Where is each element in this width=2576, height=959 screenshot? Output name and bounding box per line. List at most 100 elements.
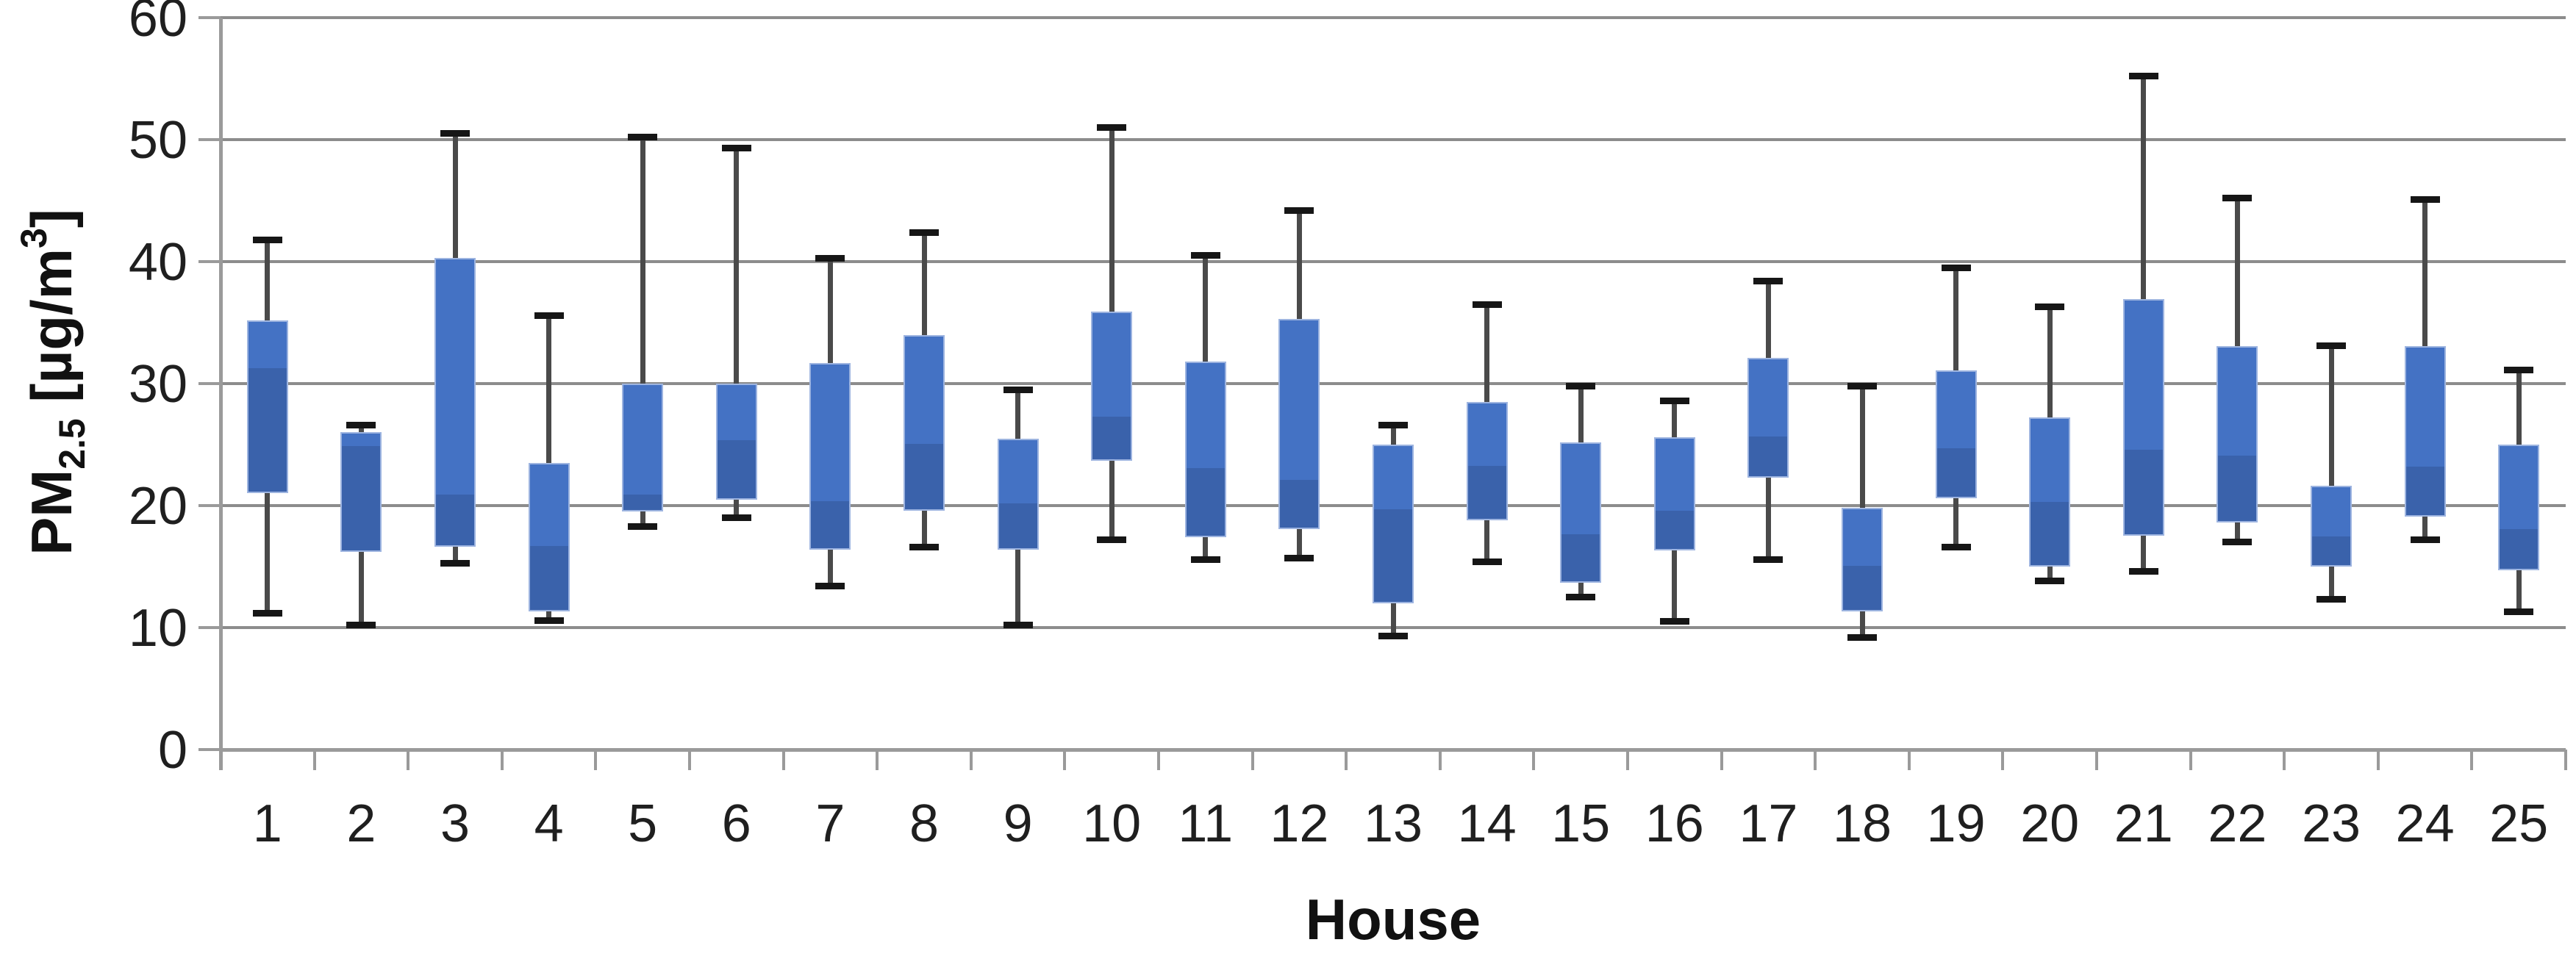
box-iqr-lower-house-1 <box>248 367 287 492</box>
x-axis-tick-label: 13 <box>1363 794 1423 853</box>
box-plot-house-8 <box>904 334 945 511</box>
whisker-cap-bottom-house-14 <box>1472 558 1502 565</box>
x-axis-tick <box>969 750 973 770</box>
whisker-cap-bottom-house-2 <box>346 622 376 629</box>
box-iqr-lower-house-14 <box>1467 465 1506 519</box>
x-axis-tick <box>1345 750 1348 770</box>
box-iqr-lower-house-15 <box>1561 534 1600 581</box>
box-iqr-upper-house-16 <box>1655 439 1694 511</box>
box-plot-house-3 <box>434 258 476 547</box>
box-iqr-upper-house-18 <box>1843 509 1881 566</box>
whisker-cap-top-house-10 <box>1097 123 1127 131</box>
box-iqr-lower-house-4 <box>529 546 568 611</box>
whisker-cap-top-house-21 <box>2128 73 2158 80</box>
whisker-cap-bottom-house-7 <box>815 583 845 590</box>
y-axis-tick-label: 20 <box>128 477 187 536</box>
box-iqr-upper-house-23 <box>2312 487 2350 536</box>
whisker-cap-bottom-house-12 <box>1284 554 1314 561</box>
x-axis-tick-label: 9 <box>1003 794 1033 853</box>
whisker-cap-top-house-7 <box>815 254 845 262</box>
box-plot-house-20 <box>2029 417 2071 567</box>
x-axis-tick <box>2564 750 2567 770</box>
box-iqr-upper-house-6 <box>717 385 756 440</box>
x-axis-tick <box>2001 750 2005 770</box>
box-iqr-upper-house-14 <box>1467 403 1506 466</box>
x-axis-tick <box>1063 750 1067 770</box>
box-plot-house-9 <box>997 438 1039 550</box>
x-axis-tick-label: 3 <box>440 794 471 853</box>
box-iqr-upper-house-4 <box>529 464 568 547</box>
box-iqr-upper-house-21 <box>2124 301 2163 450</box>
x-axis-tick-label: 19 <box>1926 794 1986 853</box>
y-axis-tick-label: 50 <box>128 111 187 170</box>
whisker-cap-top-house-17 <box>1753 278 1783 285</box>
box-iqr-upper-house-1 <box>248 321 287 368</box>
whisker-cap-bottom-house-21 <box>2128 568 2158 575</box>
x-axis-tick-label: 17 <box>1739 794 1798 853</box>
box-iqr-lower-house-10 <box>1092 417 1131 459</box>
whisker-cap-top-house-1 <box>252 236 282 243</box>
whisker-cap-top-house-25 <box>2504 367 2534 374</box>
x-axis-tick <box>688 750 691 770</box>
box-iqr-upper-house-25 <box>2500 446 2539 529</box>
whisker-cap-top-house-19 <box>1941 264 1971 271</box>
box-plot-house-6 <box>715 384 757 500</box>
x-axis-tick <box>312 750 316 770</box>
box-iqr-lower-house-5 <box>623 495 662 511</box>
x-axis-tick <box>2189 750 2192 770</box>
box-iqr-upper-house-19 <box>1936 371 1975 449</box>
y-axis-tick-30 <box>198 382 221 385</box>
whisker-cap-top-house-12 <box>1284 206 1314 214</box>
x-axis-line <box>221 748 2566 752</box>
x-axis-tick <box>1157 750 1160 770</box>
whisker-cap-bottom-house-19 <box>1941 543 1971 550</box>
x-axis-tick-label: 7 <box>815 794 845 853</box>
x-axis-tick-label: 5 <box>628 794 658 853</box>
whisker-cap-bottom-house-25 <box>2504 608 2534 615</box>
box-iqr-lower-house-2 <box>342 445 381 551</box>
box-plot-house-4 <box>528 462 570 612</box>
box-iqr-lower-house-25 <box>2500 528 2539 569</box>
x-axis-tick <box>781 750 785 770</box>
x-axis-tick-label: 22 <box>2208 794 2267 853</box>
box-iqr-lower-house-7 <box>811 500 850 548</box>
x-axis-title: House <box>1305 887 1481 952</box>
whisker-cap-bottom-house-6 <box>721 514 751 522</box>
box-iqr-lower-house-16 <box>1655 510 1694 550</box>
y-axis-tick-label: 0 <box>157 721 187 780</box>
y-axis-tick-label: 60 <box>128 0 187 48</box>
whisker-cap-bottom-house-13 <box>1378 633 1408 640</box>
box-plot-house-2 <box>340 432 382 553</box>
box-iqr-lower-house-3 <box>436 495 474 546</box>
whisker-cap-bottom-house-22 <box>2222 539 2253 546</box>
x-axis-tick <box>2283 750 2286 770</box>
box-iqr-lower-house-11 <box>1186 467 1225 536</box>
box-plot-house-13 <box>1373 445 1414 603</box>
x-axis-tick <box>2095 750 2098 770</box>
box-plot-house-7 <box>809 362 851 550</box>
whisker-cap-bottom-house-15 <box>1566 594 1596 600</box>
box-plot-house-22 <box>2217 345 2258 523</box>
x-axis-tick <box>407 750 410 770</box>
box-iqr-upper-house-12 <box>1280 320 1319 481</box>
x-axis-tick-label: 2 <box>346 794 376 853</box>
box-plot-house-10 <box>1091 312 1133 461</box>
y-axis-title-unit-close: ] <box>19 209 84 229</box>
box-plot-house-5 <box>622 384 664 512</box>
whisker-cap-top-house-9 <box>1003 386 1033 393</box>
x-axis-tick-label: 1 <box>252 794 282 853</box>
x-axis-tick-label: 10 <box>1082 794 1142 853</box>
box-iqr-upper-house-9 <box>998 439 1037 503</box>
box-plot-house-17 <box>1747 358 1789 478</box>
box-iqr-lower-house-13 <box>1374 509 1412 602</box>
x-axis-tick-label: 6 <box>721 794 751 853</box>
whisker-cap-top-house-15 <box>1566 382 1596 389</box>
box-plot-house-1 <box>246 320 288 494</box>
box-plot-house-11 <box>1184 362 1226 538</box>
x-axis-tick <box>1907 750 1911 770</box>
whisker-cap-top-house-3 <box>440 130 470 137</box>
box-iqr-upper-house-11 <box>1186 363 1225 468</box>
x-axis-tick-label: 15 <box>1551 794 1611 853</box>
x-axis-tick-label: 18 <box>1832 794 1892 853</box>
